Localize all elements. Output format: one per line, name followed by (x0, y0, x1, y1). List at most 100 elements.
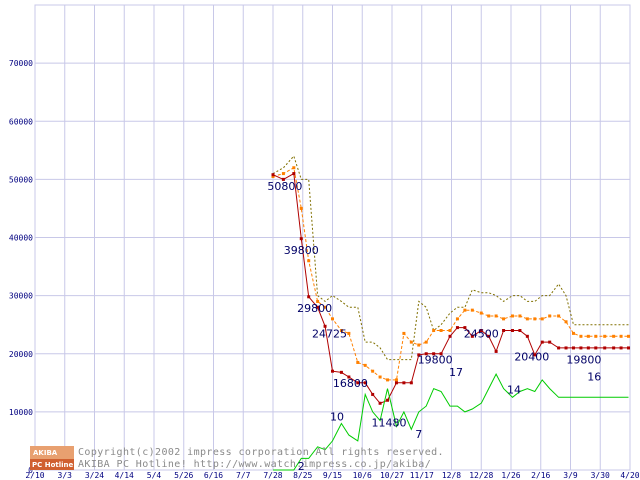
x-tick-label: 5/26 (174, 471, 193, 480)
series-point-avg (409, 340, 413, 344)
x-tick-label: 2/16 (531, 471, 550, 480)
series-point-avg (432, 329, 436, 332)
series-point-min (307, 295, 311, 299)
data-label: 11480 (372, 416, 407, 429)
series-point-avg (571, 331, 575, 335)
x-tick-label: 7/7 (236, 471, 251, 480)
series-point-avg (479, 311, 483, 315)
x-tick-label: 10/27 (380, 471, 404, 480)
series-point-min (417, 353, 421, 357)
data-label: 24500 (464, 327, 499, 340)
akiba-logo-bottom: PC Hotline! (32, 461, 76, 469)
series-point-avg (347, 331, 351, 335)
series-point-avg (271, 174, 275, 178)
akiba-logo-band (30, 459, 74, 470)
x-tick-label: 12/8 (442, 471, 461, 480)
site-url-text: AKIBA PC Hotline! http://www.watch.impre… (78, 459, 431, 470)
x-axis-tick-labels: 2/10 3/3 3/24 4/14 5/4 5/26 6/16 7/7 7/28 8/25 9/1… (25, 471, 639, 480)
series-point-avg (316, 299, 320, 303)
series-point-min (356, 381, 360, 385)
series-point-min (470, 334, 474, 338)
series-point-avg (502, 317, 506, 321)
series-point-min (579, 346, 583, 350)
akiba-logo-top: AKIBA (33, 449, 58, 457)
data-label: 17 (449, 366, 463, 379)
series-line-count (273, 373, 629, 471)
series-point-avg (548, 314, 552, 318)
x-tick-label: 3/3 (58, 471, 73, 480)
series-point-avg (331, 317, 334, 321)
series-point-min (394, 381, 398, 385)
series-point-min (619, 346, 623, 350)
x-tick-label: 11/17 (410, 471, 434, 480)
series-point-min (402, 381, 406, 385)
series-point-min (292, 172, 296, 176)
series-point-min (557, 346, 561, 350)
data-label: 19800 (566, 354, 601, 367)
x-tick-label: 4/20 (620, 471, 639, 480)
series-point-avg (307, 259, 311, 263)
series-point-min (479, 329, 483, 332)
series-point-avg (586, 334, 590, 338)
x-tick-label: 1/26 (501, 471, 520, 480)
series-point-min (502, 329, 506, 332)
series-line-max (272, 155, 629, 361)
y-tick-label: 30000 (9, 292, 33, 301)
series-point-min (448, 334, 452, 338)
x-tick-label: 3/30 (591, 471, 610, 480)
series-point-avg (339, 329, 343, 332)
x-tick-label: 4/14 (115, 471, 134, 480)
x-tick-label: 2/10 (25, 471, 44, 480)
series-point-min (510, 329, 514, 332)
series-point-avg (594, 334, 598, 338)
series-point-avg (292, 166, 296, 170)
series-point-min (525, 334, 529, 338)
series-point-min (627, 346, 631, 350)
series-point-avg (386, 378, 390, 382)
series-point-min (463, 326, 467, 330)
series-point-min (409, 381, 413, 385)
series-point-min (323, 324, 327, 328)
x-tick-label: 7/28 (263, 471, 282, 480)
series-point-avg (525, 317, 529, 321)
series-point-avg (371, 369, 375, 373)
series-point-min (271, 173, 275, 177)
x-tick-label: 5/4 (147, 471, 162, 480)
series-point-avg (439, 329, 443, 332)
x-tick-label: 3/9 (563, 471, 578, 480)
series-point-min (363, 381, 367, 385)
series-point-min (316, 305, 320, 309)
y-tick-label: 50000 (9, 175, 33, 184)
series-point-avg (518, 314, 522, 318)
series-point-min (455, 326, 459, 330)
data-label: 39800 (284, 244, 319, 257)
data-labels: 50800 39800 29800 24725 16800 11480 19800 24500… (267, 180, 601, 473)
series-point-min (603, 346, 607, 350)
series-point-min (571, 346, 575, 350)
series-point-min (518, 329, 522, 332)
series-point-avg (323, 305, 327, 309)
x-tick-label: 10/6 (353, 471, 372, 480)
series-point-avg (378, 375, 382, 379)
series-point-avg (470, 308, 474, 312)
series-point-avg (494, 314, 498, 318)
series-point-avg (299, 206, 303, 210)
series-point-min (339, 370, 343, 374)
series-point-avg (510, 314, 514, 318)
series-point-avg (579, 334, 583, 338)
series-point-min (386, 398, 390, 402)
watermark: AKIBA PC Hotline! Copyright(c)2002 impre… (30, 446, 444, 470)
series-point-min (281, 177, 285, 181)
data-label: 50800 (267, 180, 302, 193)
y-tick-label: 40000 (9, 234, 33, 243)
data-label: 29800 (297, 302, 332, 315)
plot-border (34, 4, 631, 471)
series-line-avg (272, 167, 629, 381)
copyright-text: Copyright(c)2002 impress corporation All… (78, 447, 444, 458)
series-point-min (299, 237, 303, 241)
series-point-avg (417, 343, 421, 347)
series-point-avg (557, 314, 561, 318)
series-point-min (432, 352, 436, 356)
x-tick-label: 6/16 (204, 471, 223, 480)
